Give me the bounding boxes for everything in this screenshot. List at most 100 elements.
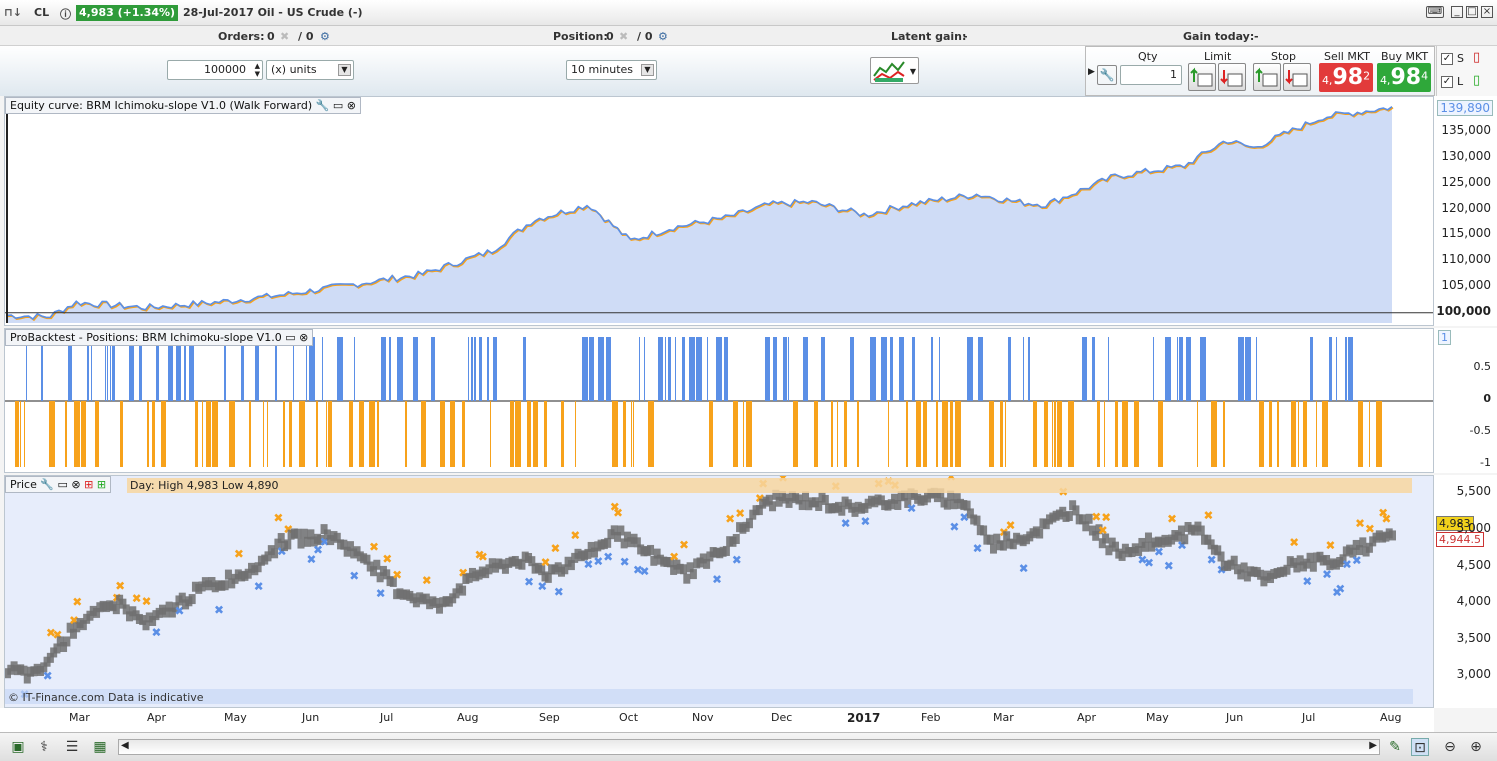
price-candle <box>1036 528 1044 539</box>
short-position-bar <box>65 401 67 467</box>
order-side-checks: ✓ S ▯ ✓ L ▯ <box>1436 46 1497 96</box>
short-position-bar <box>74 401 80 467</box>
long-position-bar <box>68 337 72 401</box>
short-position-bar <box>950 401 953 467</box>
buy-stop-button[interactable] <box>1253 63 1281 91</box>
long-position-bar <box>479 337 482 401</box>
wrench-icon[interactable]: 🔧 <box>315 99 330 112</box>
spinner-icon[interactable]: ▲ ▼ <box>254 62 260 78</box>
collapse-arrow-icon[interactable]: ▶ <box>1088 67 1095 77</box>
price-candle <box>887 499 895 510</box>
price-candle <box>1257 569 1265 580</box>
long-position-bar <box>275 337 277 401</box>
quantity-input[interactable]: 100000 ▲ ▼ <box>167 60 263 80</box>
price-candle <box>617 525 625 536</box>
horizontal-scrollbar[interactable]: ◀ ▶ <box>118 739 1380 755</box>
chart-type-icon[interactable]: ▣ <box>11 739 25 755</box>
price-candle <box>79 620 87 631</box>
close-panel-icon[interactable]: ⊗ <box>343 99 356 112</box>
wrench-icon[interactable]: 🔧 <box>40 478 55 491</box>
long-checkbox[interactable]: ✓ <box>1441 76 1453 88</box>
sell-stop-button[interactable] <box>1283 63 1311 91</box>
scroll-right-icon[interactable]: ▶ <box>1369 740 1377 751</box>
price-candle <box>165 601 173 612</box>
long-position-bar <box>255 337 259 401</box>
long-label: L <box>1457 75 1464 88</box>
add-indicator-icon[interactable]: ⊞ <box>80 478 94 491</box>
short-position-bar <box>490 401 491 467</box>
zoom-in-icon[interactable]: ⊕ <box>1470 739 1482 755</box>
add-order-icon[interactable]: ⊞ <box>93 478 107 491</box>
maximize-panel-icon[interactable]: ▭ <box>285 331 296 344</box>
backtest-button[interactable]: ▼ <box>870 57 919 84</box>
short-checkbox[interactable]: ✓ <box>1441 53 1453 65</box>
short-position-bar <box>793 401 798 467</box>
price-candle <box>271 548 279 559</box>
long-position-bar <box>1082 337 1087 401</box>
buy-signal-marker: ✖ <box>593 554 603 568</box>
keyboard-icon[interactable]: ⌨ <box>1426 6 1444 18</box>
price-candle <box>604 537 612 548</box>
price-candle <box>1144 532 1152 543</box>
sell-market-button[interactable]: 4,982 <box>1319 63 1373 92</box>
short-position-bar <box>195 401 198 467</box>
units-select[interactable]: (x) units ▼ <box>266 60 354 80</box>
minimize-button[interactable]: _ <box>1451 6 1463 18</box>
short-position-bar <box>648 401 654 467</box>
price-candle <box>1177 525 1185 536</box>
day-range-text: Day: High 4,983 Low 4,890 <box>130 479 279 492</box>
sell-limit-button[interactable] <box>1218 63 1246 91</box>
long-position-bar <box>716 337 722 401</box>
zoom-out-icon[interactable]: ⊖ <box>1444 739 1456 755</box>
maximize-panel-icon[interactable]: ▭ <box>329 99 344 112</box>
timeframe-select[interactable]: 10 minutes ▼ <box>566 60 657 80</box>
close-panel-icon[interactable]: ⊗ <box>295 331 309 344</box>
long-position-bar <box>474 337 476 401</box>
long-position-bar <box>1186 337 1191 401</box>
buy-mkt-label: Buy MKT <box>1381 50 1429 63</box>
buy-signal-marker: ✖ <box>524 575 534 589</box>
zoom-select-icon[interactable]: ⊡ <box>1411 738 1429 756</box>
buy-signal-marker: ✖ <box>1144 556 1154 570</box>
time-axis-label: Jul <box>380 711 394 724</box>
grid-icon[interactable]: ▦ <box>93 739 107 755</box>
order-qty-input[interactable]: 1 <box>1120 65 1182 85</box>
maximize-panel-icon[interactable]: ▭ <box>54 478 68 491</box>
draw-tool-icon[interactable]: ✎ <box>1389 739 1401 755</box>
list-icon[interactable]: ☰ <box>65 739 79 755</box>
close-panel-icon[interactable]: ⊗ <box>67 478 81 491</box>
buy-market-button[interactable]: 4,984 <box>1377 63 1431 92</box>
buy-signal-marker: ✖ <box>1322 567 1332 581</box>
sell-signal-marker: ✖ <box>610 500 620 514</box>
scroll-left-icon[interactable]: ◀ <box>121 740 129 751</box>
price-candle <box>966 508 974 519</box>
position-settings-icon[interactable]: ⚙ <box>658 30 668 43</box>
price-candle <box>277 533 285 544</box>
indicator-icon[interactable]: ⚕ <box>40 739 48 755</box>
buy-signal-marker: ✖ <box>214 603 224 617</box>
long-position-bar <box>899 337 904 401</box>
long-order-icon[interactable]: ▯ <box>1473 73 1481 88</box>
wrench-icon[interactable]: 🔧 <box>1097 65 1117 85</box>
timeframe-value: 10 minutes <box>571 63 634 76</box>
price-candle <box>353 546 361 557</box>
long-position-bar <box>850 337 854 401</box>
info-icon[interactable]: ⓘ <box>60 8 71 21</box>
chevron-down-icon: ▼ <box>641 64 654 76</box>
short-position-bar <box>405 401 407 467</box>
close-button[interactable]: × <box>1481 6 1493 18</box>
buy-limit-button[interactable] <box>1188 63 1216 91</box>
short-order-icon[interactable]: ▯ <box>1473 50 1481 65</box>
buy-signal-marker: ✖ <box>1154 545 1164 559</box>
close-position-icon[interactable]: ✖ <box>619 30 629 43</box>
limit-label: Limit <box>1204 50 1232 63</box>
price-candle <box>732 533 740 544</box>
price-candle <box>680 564 688 575</box>
cancel-orders-icon[interactable]: ✖ <box>280 30 290 43</box>
orders-settings-icon[interactable]: ⚙ <box>320 30 330 43</box>
sell-signal-marker: ✖ <box>1098 523 1108 537</box>
price-candle <box>1352 539 1360 550</box>
maximize-button[interactable]: □ <box>1466 6 1478 18</box>
long-position-bar <box>309 337 315 401</box>
price-candle <box>587 541 595 552</box>
